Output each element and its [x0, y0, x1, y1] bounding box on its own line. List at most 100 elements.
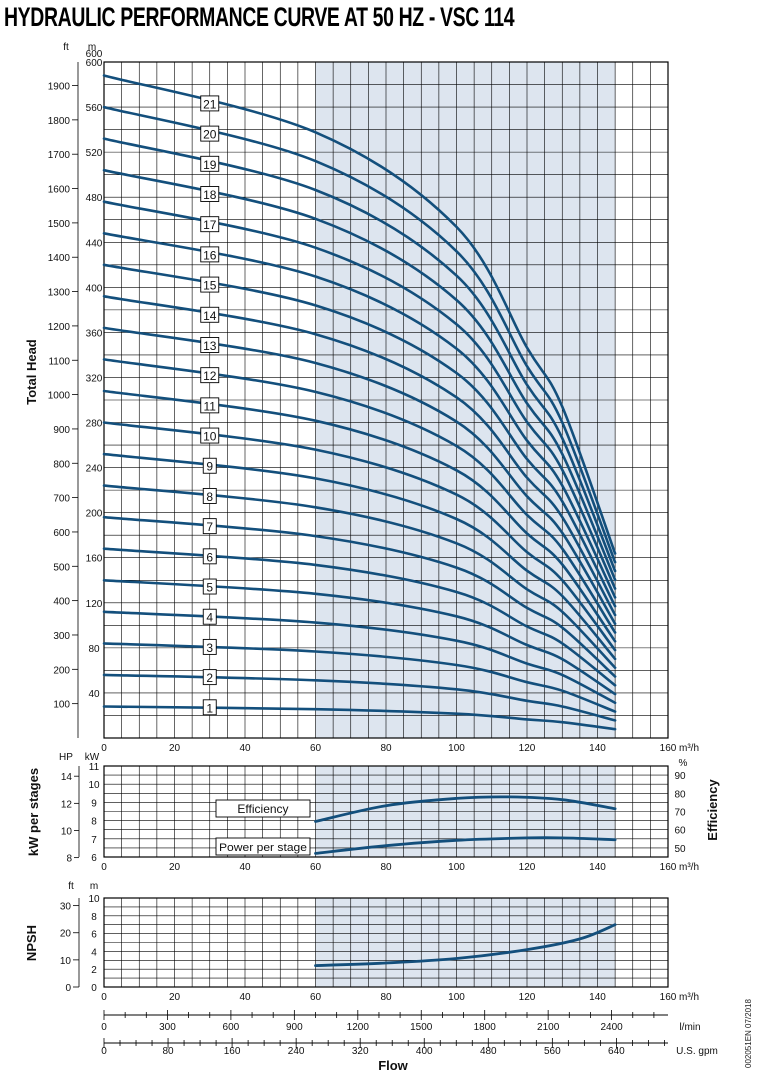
- head-ft-tick: 1700: [48, 150, 71, 161]
- gpm-tick: 560: [544, 1046, 561, 1057]
- gpm-tick: 240: [288, 1046, 305, 1057]
- head-ft-tick: 1200: [48, 322, 71, 333]
- head-curve-stage-8: [102, 484, 617, 669]
- axis-labels: Flow Total Head kW per stages Efficiency NPS…: [24, 339, 720, 1073]
- pct-tick: 80: [674, 789, 686, 800]
- flow-tick-panel3: 60: [310, 992, 322, 1003]
- flow-unit-panel2: m³/h: [679, 862, 699, 873]
- head-curve-stage-2: [102, 673, 617, 722]
- head-ft-tick: 1800: [48, 116, 71, 127]
- head-m-tick: 80: [88, 644, 100, 655]
- head-m-tick: 520: [86, 148, 103, 159]
- stage-label-9: 9: [206, 460, 213, 474]
- head-curve-stage-4: [102, 610, 617, 705]
- stage-label-box: [202, 578, 217, 595]
- stage-label-box: [200, 95, 220, 112]
- head-curve-stage-6: [102, 547, 617, 687]
- head-ft-tick: 900: [53, 425, 70, 436]
- head-ft-tick: 1500: [48, 219, 71, 230]
- flow-tick-panel2: 40: [239, 862, 251, 873]
- npsh-m-tick: 6: [91, 930, 97, 941]
- stage-label-16: 16: [203, 248, 217, 262]
- head-curve-stage-3: [102, 642, 617, 713]
- head-m-tick: 40: [88, 689, 100, 700]
- kw-unit: kW: [85, 752, 100, 763]
- gpm-tick: 400: [416, 1046, 433, 1057]
- flow-tick-panel1: 160: [660, 743, 677, 754]
- kw-tick: 6: [91, 853, 97, 864]
- stage-label-1: 1: [206, 701, 213, 715]
- head-curve-stage-5: [102, 579, 617, 696]
- stage-label-12: 12: [203, 369, 217, 383]
- lmin-tick: 2100: [537, 1022, 560, 1033]
- tick-labels: 4080120160200240280320360400440480520560…: [48, 42, 718, 1057]
- lmin-tick: 2400: [600, 1022, 623, 1033]
- hp-tick: 12: [61, 799, 73, 810]
- stage-label-box: [200, 125, 220, 142]
- stage-label-box: [200, 427, 220, 444]
- npsh-ft-tick: 20: [60, 929, 72, 940]
- stage-label-15: 15: [203, 279, 217, 293]
- flow-tick-panel3: 40: [239, 992, 251, 1003]
- flow-tick-panel2: 60: [310, 862, 322, 873]
- head-ft-tick: 1000: [48, 391, 71, 402]
- head-curve-stage-11: [102, 389, 617, 643]
- npsh-ft-tick: 10: [60, 956, 72, 967]
- head-curve-stage-17: [102, 200, 617, 590]
- stage-label-5: 5: [206, 581, 213, 595]
- gpm-unit: U.S. gpm: [676, 1046, 718, 1057]
- stage-label-box: [200, 397, 220, 414]
- head-curve-stage-13: [102, 326, 617, 626]
- head-curve-stage-18: [102, 168, 617, 582]
- plot-frame-3: [103, 897, 669, 988]
- flow-tick-panel2: 20: [169, 862, 181, 873]
- head-curve-stage-12: [102, 358, 617, 634]
- flow-tick-panel3: 100: [448, 992, 465, 1003]
- head-m-tick: 240: [86, 464, 103, 475]
- head-ft-tick: 200: [53, 665, 70, 676]
- gpm-tick: 0: [101, 1046, 107, 1057]
- npsh-ft-tick: 30: [60, 902, 72, 913]
- head-m-tick: 200: [86, 509, 103, 520]
- head-curve-stage-1: [102, 705, 617, 731]
- head-ft-tick: 1900: [48, 82, 71, 93]
- kw-tick: 11: [89, 762, 100, 773]
- stage-label-10: 10: [203, 430, 217, 444]
- stage-label-2: 2: [206, 671, 213, 685]
- head-m-tick: 320: [86, 373, 103, 384]
- head-ft-tick: 1600: [48, 185, 71, 196]
- flow-tick-panel1: 60: [310, 743, 322, 754]
- stage-label-19: 19: [203, 158, 217, 172]
- flow-tick-panel2: 160: [660, 862, 677, 873]
- flow-axis-title: Flow: [378, 1058, 408, 1073]
- head-ft-tick: 700: [53, 494, 70, 505]
- stage-label-box: [200, 276, 220, 293]
- kw-tick: 7: [91, 835, 97, 846]
- head-ft-tick: 800: [53, 459, 70, 470]
- stage-label-18: 18: [203, 188, 217, 202]
- flow-tick-panel1: 0: [101, 743, 107, 754]
- flow-tick-panel3: 0: [101, 992, 107, 1003]
- stage-label-21: 21: [203, 97, 217, 111]
- kw-tick: 8: [91, 817, 97, 828]
- flow-tick-panel2: 0: [101, 862, 107, 873]
- head-curve-stage-20: [102, 105, 617, 564]
- stage-label-box: [200, 337, 220, 353]
- head-m-tick: 560: [86, 103, 103, 114]
- stage-label-box: [202, 669, 217, 686]
- npsh-curve: [314, 923, 617, 967]
- stage-label-box: [202, 699, 217, 716]
- pct-tick: 50: [674, 844, 686, 855]
- head-m-tick: 280: [86, 419, 103, 430]
- efficiency-label-box: [215, 799, 311, 818]
- npsh-axis-title: NPSH: [24, 925, 39, 961]
- power-label: Power per stage: [219, 842, 307, 854]
- flow-tick-panel1: 140: [589, 743, 606, 754]
- flow-tick-panel3: 140: [589, 992, 606, 1003]
- hp-tick: 10: [61, 826, 73, 837]
- pct-tick: 90: [674, 771, 686, 782]
- lmin-tick: 1200: [347, 1022, 370, 1033]
- npsh-ft-unit: ft: [68, 881, 74, 892]
- head-curve-stage-21: [102, 74, 617, 555]
